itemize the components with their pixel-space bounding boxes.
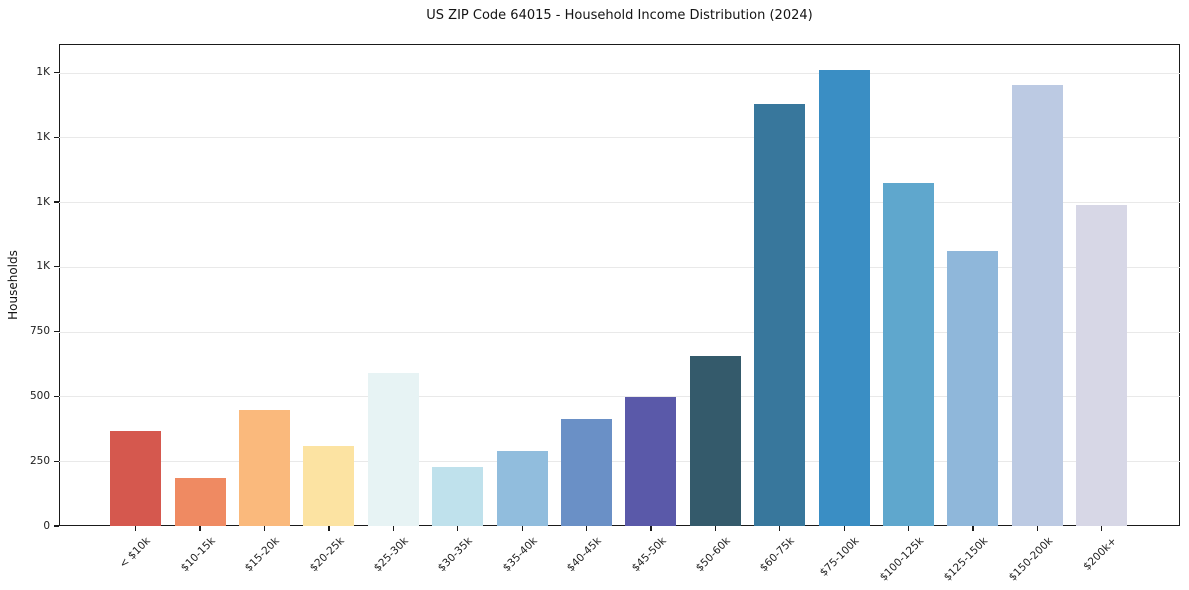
x-axis-tick-label: $35-40k (500, 535, 540, 575)
x-axis-tick-label: $10-15k (178, 535, 218, 575)
bar (561, 419, 612, 526)
y-axis-tick (54, 331, 59, 333)
bar (432, 466, 484, 526)
x-axis-tick (135, 526, 137, 531)
x-axis-tick (1101, 526, 1103, 531)
bar (754, 104, 806, 526)
y-axis-tick (54, 395, 59, 398)
bar (110, 430, 162, 526)
y-axis-tick (54, 460, 59, 462)
x-axis-tick-label: $45-50k (629, 535, 669, 575)
y-axis-tick (54, 136, 59, 138)
bar (1076, 204, 1128, 526)
chart-title: US ZIP Code 64015 - Household Income Dis… (426, 8, 813, 23)
y-gridline (59, 137, 1180, 139)
x-axis-tick-label: $40-45k (564, 535, 604, 575)
x-axis-tick (521, 526, 523, 531)
x-axis-tick (650, 526, 652, 531)
x-axis-tick (843, 526, 845, 531)
x-axis-tick (1036, 526, 1038, 531)
x-axis-tick (263, 526, 266, 531)
x-axis-tick (907, 526, 910, 531)
x-axis-tick-label: $50-60k (693, 535, 733, 575)
y-gridline (59, 396, 1180, 398)
bar (174, 478, 226, 526)
x-axis-tick (328, 526, 330, 531)
y-gridline (59, 266, 1180, 268)
y-axis-tick-label: 750 (29, 325, 50, 338)
y-axis-tick-label: 250 (29, 454, 50, 467)
bar (496, 450, 548, 526)
x-axis-tick-label: $20-25k (307, 535, 347, 575)
x-axis-tick-label: $100-125k (877, 535, 926, 584)
y-gridline (59, 72, 1180, 74)
bar (883, 182, 934, 526)
y-axis-tick-label: 0 (43, 519, 50, 532)
y-axis-tick (54, 266, 59, 268)
x-axis-tick-label: $25-30k (371, 535, 411, 575)
x-axis-tick-label: $75-100k (817, 535, 862, 579)
x-axis-tick (457, 526, 459, 531)
y-gridline (59, 202, 1180, 204)
x-axis-tick (779, 526, 781, 531)
bar (303, 445, 355, 526)
bar (239, 410, 290, 526)
x-axis-tick-label: $30-35k (436, 535, 476, 575)
y-axis-tick-label: 1K (36, 195, 50, 208)
y-gridline (59, 461, 1180, 463)
plot-layer (59, 44, 1180, 526)
x-axis-tick (392, 526, 394, 531)
x-axis-tick (199, 526, 201, 531)
y-axis-tick-label: 1K (36, 66, 50, 78)
y-axis-tick (54, 201, 59, 203)
x-axis-tick (972, 526, 974, 531)
x-axis-tick-label: $125-150k (941, 535, 991, 584)
bar (1011, 84, 1063, 526)
x-axis-tick (585, 526, 588, 531)
bar (367, 372, 419, 526)
bar (818, 69, 870, 526)
y-gridline (59, 331, 1180, 333)
bar (625, 397, 677, 526)
x-axis-tick-label: < $10k (117, 535, 154, 571)
x-axis-tick-label: $200k+ (1081, 535, 1120, 573)
x-axis-tick-label: $60-75k (758, 535, 798, 575)
x-axis-tick-label: $15-20k (242, 535, 282, 575)
x-axis-tick-label: $150-200k (1006, 535, 1055, 584)
y-axis-tick (54, 525, 59, 527)
bar (947, 250, 999, 526)
y-axis-tick-label: 1K (36, 130, 50, 143)
y-axis-tick-label: 1K (36, 260, 50, 273)
y-axis-tick (54, 71, 59, 74)
y-axis-tick-label: 500 (29, 389, 50, 402)
x-axis-tick (714, 526, 716, 531)
bar (689, 355, 741, 526)
